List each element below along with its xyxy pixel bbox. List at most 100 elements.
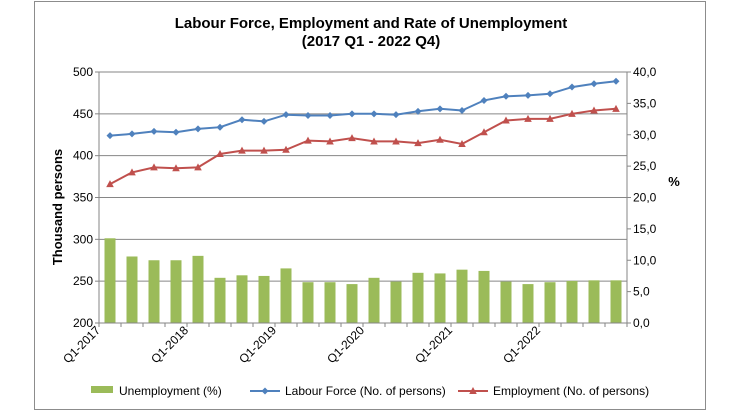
bar-unemployment: [588, 280, 600, 323]
legend-marker-labour-force: [261, 387, 269, 395]
legend: Unemployment (%) Labour Force (No. of per…: [91, 384, 649, 398]
bar-unemployment: [280, 268, 292, 323]
bar-unemployment: [214, 277, 226, 323]
y-right-tick-label: 35,0: [633, 96, 657, 110]
point-labour-force: [150, 127, 158, 135]
bar-unemployment: [500, 281, 512, 323]
point-labour-force: [590, 80, 598, 88]
bar-unemployment: [610, 280, 622, 323]
point-labour-force: [480, 96, 488, 104]
point-employment: [524, 114, 532, 122]
y-axis-left-title: Thousand persons: [50, 149, 65, 265]
point-employment: [546, 114, 554, 122]
legend-label-unemployment: Unemployment (%): [119, 384, 222, 398]
bar-unemployment: [126, 256, 138, 323]
point-labour-force: [238, 116, 246, 124]
bar-unemployment: [258, 275, 270, 323]
bar-unemployment: [434, 273, 446, 323]
point-employment: [194, 163, 202, 171]
y-right-tick-label: 20,0: [633, 191, 657, 205]
point-employment: [128, 168, 136, 176]
point-labour-force: [458, 106, 466, 114]
point-labour-force: [216, 123, 224, 131]
bar-unemployment: [390, 281, 402, 323]
point-employment: [568, 109, 576, 117]
point-labour-force: [326, 112, 334, 120]
y-right-tick-label: 25,0: [633, 159, 657, 173]
line-labour-force: [109, 80, 617, 137]
y-left-tick-label: 500: [73, 65, 93, 79]
point-employment: [480, 128, 488, 136]
legend-label-labour-force: Labour Force (No. of persons): [285, 384, 446, 398]
x-tick-label: Q1-2019: [236, 323, 279, 366]
point-labour-force: [568, 83, 576, 91]
point-labour-force: [194, 125, 202, 133]
point-labour-force: [260, 117, 268, 125]
point-employment: [590, 106, 598, 114]
bar-unemployment: [346, 284, 358, 323]
x-tick-label: Q1-2021: [412, 323, 455, 366]
y-left-tick-label: 200: [73, 316, 93, 330]
bar-unemployment: [522, 284, 534, 323]
x-tick-label: Q1-2020: [324, 323, 367, 366]
point-employment: [612, 104, 620, 112]
x-tick-label: Q1-2018: [148, 323, 191, 366]
point-labour-force: [370, 110, 378, 118]
point-employment: [150, 163, 158, 171]
y-left-tick-label: 250: [73, 274, 93, 288]
point-employment: [392, 137, 400, 145]
y-right-tick-label: 10,0: [633, 253, 657, 267]
point-labour-force: [612, 77, 620, 85]
bar-unemployment: [566, 280, 578, 323]
point-employment: [326, 137, 334, 145]
point-labour-force: [546, 90, 554, 98]
bar-unemployment: [302, 282, 314, 323]
legend-swatch-unemployment: [91, 386, 113, 393]
point-employment: [282, 145, 290, 153]
point-employment: [216, 149, 224, 157]
legend-marker-employment: [469, 387, 477, 394]
chart-frame: Labour Force, Employment and Rate of Une…: [34, 1, 706, 410]
y-right-tick-label: 5,0: [633, 285, 650, 299]
point-employment: [436, 135, 444, 143]
point-labour-force: [436, 105, 444, 113]
legend-label-employment: Employment (No. of persons): [493, 384, 649, 398]
y-right-tick-label: 30,0: [633, 128, 657, 142]
point-labour-force: [502, 92, 510, 100]
point-employment: [414, 139, 422, 147]
point-employment: [370, 137, 378, 145]
bar-unemployment: [478, 270, 490, 323]
point-employment: [502, 116, 510, 124]
y-left-tick-label: 350: [73, 191, 93, 205]
bar-unemployment: [412, 272, 424, 323]
point-labour-force: [348, 110, 356, 118]
point-employment: [238, 146, 246, 154]
point-employment: [304, 136, 312, 144]
point-employment: [260, 146, 268, 154]
bar-unemployment: [368, 277, 380, 323]
chart-canvas: Labour Force, Employment and Rate of Une…: [50, 15, 680, 398]
y-right-tick-label: 0,0: [633, 316, 650, 330]
bar-unemployment: [170, 260, 182, 323]
bar-unemployment: [544, 282, 556, 323]
point-labour-force: [282, 111, 290, 119]
line-employment: [109, 107, 617, 185]
bar-unemployment: [192, 255, 204, 323]
point-employment: [172, 164, 180, 172]
bar-unemployment: [236, 275, 248, 323]
bar-unemployment: [456, 269, 468, 323]
point-labour-force: [106, 132, 114, 140]
x-tick-label: Q1-2022: [500, 323, 543, 366]
point-labour-force: [128, 130, 136, 138]
y-right-tick-label: 15,0: [633, 222, 657, 236]
bar-series-unemployment: [104, 238, 622, 323]
bar-unemployment: [148, 260, 160, 323]
point-employment: [348, 134, 356, 142]
y-left-tick-label: 400: [73, 149, 93, 163]
y-left-tick-label: 300: [73, 232, 93, 246]
bar-unemployment: [324, 282, 336, 323]
point-labour-force: [172, 128, 180, 136]
point-labour-force: [524, 91, 532, 99]
point-employment: [458, 139, 466, 147]
y-right-tick-label: 40,0: [633, 65, 657, 79]
